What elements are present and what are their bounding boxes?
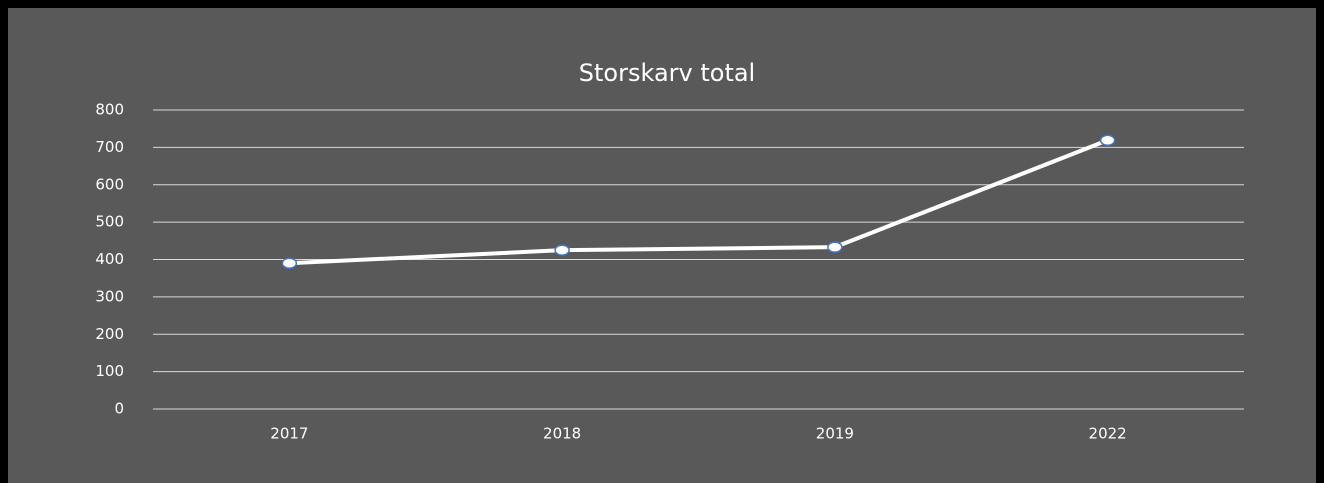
- y-tick-label: 0: [114, 400, 124, 418]
- y-tick-label: 300: [95, 287, 124, 305]
- x-tick-label: 2018: [543, 425, 581, 443]
- data-line: [289, 138, 1109, 266]
- chart-background: [8, 8, 1316, 483]
- y-tick-label: 700: [95, 138, 124, 156]
- y-tick-label: 100: [95, 362, 124, 380]
- data-point: [1099, 134, 1116, 147]
- y-tick-label: 200: [95, 325, 124, 343]
- x-tick-label: 2022: [1089, 425, 1127, 443]
- y-tick-label: 500: [95, 213, 124, 231]
- data-point: [554, 244, 570, 256]
- chart-title: Storskarv total: [579, 59, 755, 87]
- x-tick-label: 2019: [816, 425, 854, 443]
- data-point: [281, 257, 298, 269]
- y-tick-label: 600: [95, 175, 124, 193]
- y-tick-label: 800: [95, 101, 124, 119]
- x-tick-label: 2017: [270, 425, 308, 443]
- data-point: [827, 241, 843, 253]
- y-tick-label: 400: [95, 250, 124, 268]
